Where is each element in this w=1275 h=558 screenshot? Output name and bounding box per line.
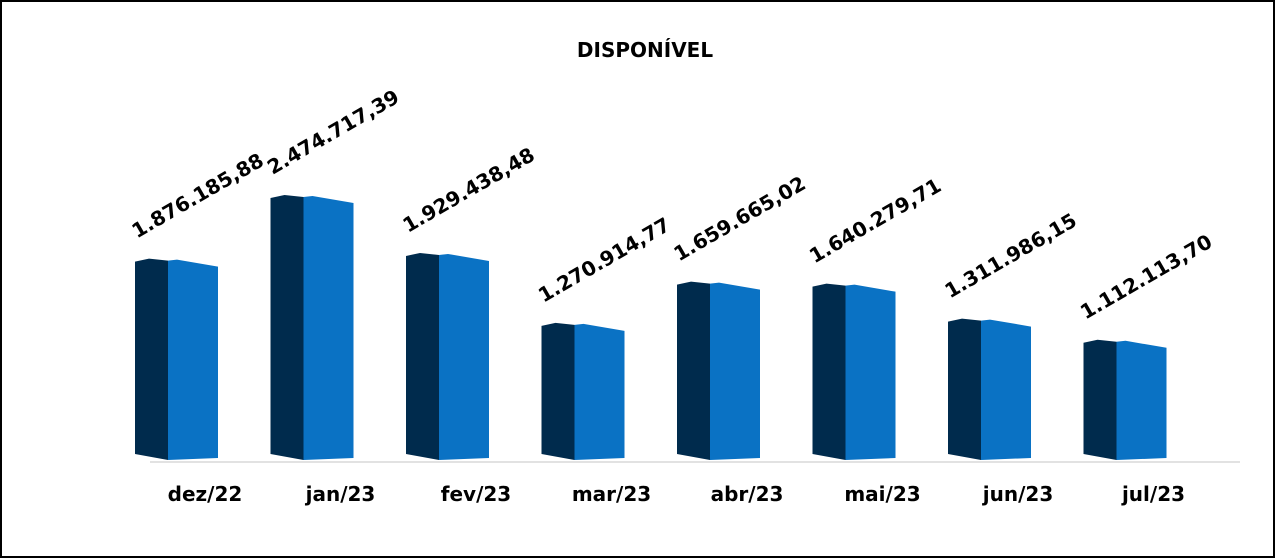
bar-front [303, 196, 354, 460]
x-tick-label: dez/22 [168, 482, 243, 506]
chart-title: DISPONÍVEL [577, 38, 713, 62]
bar-side [812, 283, 846, 460]
bar-front [574, 323, 625, 460]
bar [541, 322, 625, 460]
bar-front [1116, 340, 1167, 460]
bar-side [406, 252, 439, 460]
bar-side [1083, 339, 1117, 460]
bar-front [845, 284, 896, 460]
bar [1083, 339, 1167, 460]
bar-side [948, 318, 981, 460]
x-tick-label: abr/23 [711, 482, 784, 506]
bar-front [710, 282, 760, 460]
bar [406, 252, 489, 460]
x-tick-label: mar/23 [572, 482, 651, 506]
bar-front [439, 253, 489, 460]
bar [948, 318, 1031, 460]
x-tick-label: fev/23 [441, 482, 511, 506]
bar-front [168, 259, 218, 460]
x-tick-label: jul/23 [1121, 482, 1185, 506]
x-tick-label: jun/23 [982, 482, 1053, 506]
bar-front [981, 319, 1031, 460]
bar-side [270, 195, 304, 460]
bar-side [135, 258, 168, 460]
x-tick-label: jan/23 [305, 482, 376, 506]
bar-side [677, 281, 710, 460]
bar [270, 195, 354, 460]
bar-side [541, 322, 575, 460]
bar [812, 283, 896, 460]
bar [677, 281, 760, 460]
bar [135, 258, 218, 460]
x-tick-label: mai/23 [844, 482, 920, 506]
